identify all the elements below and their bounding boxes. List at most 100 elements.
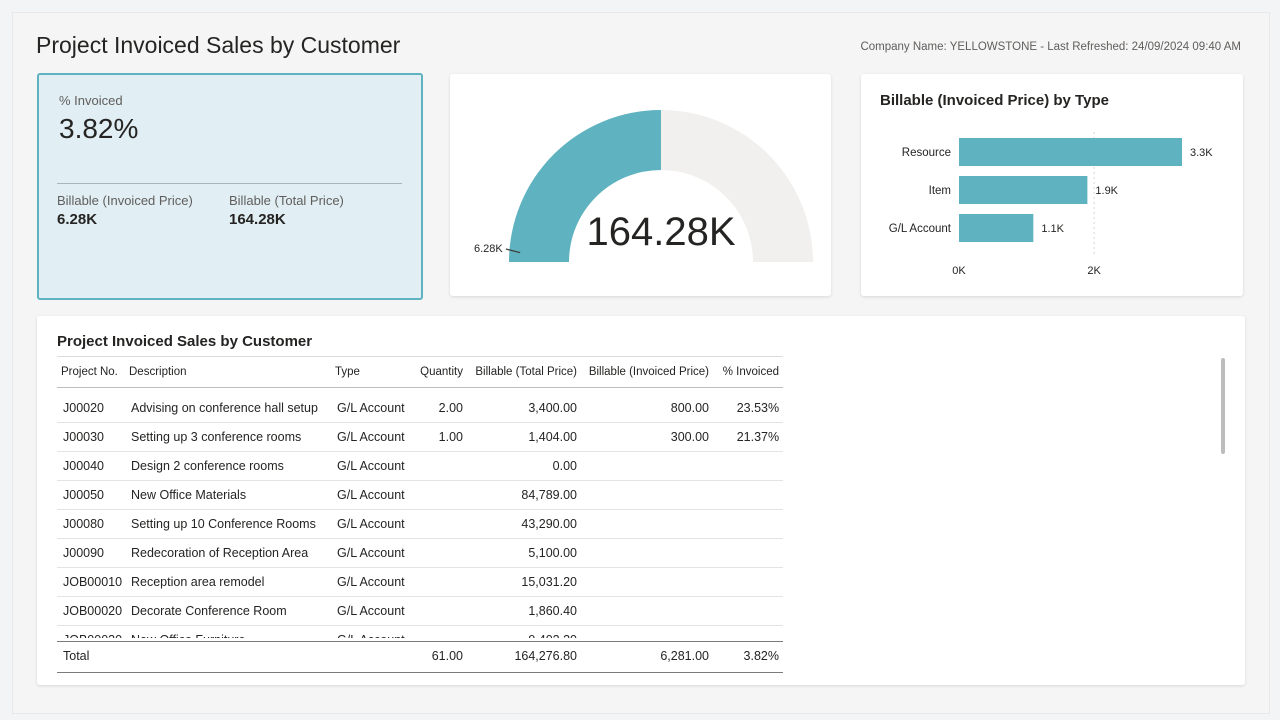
table-cell: 9,402.20 <box>467 625 581 638</box>
table-cell: J00020 <box>57 394 125 423</box>
data-label: 3.3K <box>1190 147 1213 159</box>
bar-item[interactable] <box>959 176 1088 204</box>
table-cell: New Office Materials <box>125 480 331 510</box>
table-row[interactable]: J00040 Design 2 conference rooms G/L Accou… <box>57 451 783 481</box>
sales-table-card[interactable]: Project Invoiced Sales by Customer Proje… <box>37 316 1245 685</box>
page-title: Project Invoiced Sales by Customer <box>36 32 401 58</box>
total-price-label: Billable (Total Price) <box>229 193 344 208</box>
gauge-target-marker <box>505 248 521 254</box>
table-cell: 300.00 <box>581 422 713 452</box>
column-header-quantity[interactable]: Quantity <box>409 356 467 388</box>
column-header-percent-invoiced[interactable]: % Invoiced <box>713 356 783 388</box>
kpi-divider <box>57 183 402 184</box>
x-tick-label: 2K <box>1087 265 1101 277</box>
table-cell: 5,100.00 <box>467 538 581 568</box>
table-cell <box>713 480 783 510</box>
table-cell <box>409 567 467 597</box>
table-cell: 84,789.00 <box>467 480 581 510</box>
table-cell <box>581 538 713 568</box>
table-body-viewport: J00020 Advising on conference hall setup G… <box>57 388 783 638</box>
table-cell: G/L Account <box>331 625 409 638</box>
table-cell: 2.00 <box>409 394 467 423</box>
kpi-value: 3.82% <box>59 113 139 144</box>
company-refresh-info: Company Name: YELLOWSTONE - Last Refresh… <box>860 41 1241 53</box>
table-cell: Design 2 conference rooms <box>125 451 331 481</box>
type-chart-title: Billable (Invoiced Price) by Type <box>880 92 1109 109</box>
category-label: Item <box>929 185 951 197</box>
total-type <box>331 642 409 670</box>
x-tick-label: 0K <box>952 265 966 277</box>
total-total-price: 164,276.80 <box>514 649 577 663</box>
table-cell: Redecoration of Reception Area <box>125 538 331 568</box>
table-cell: G/L Account <box>331 480 409 510</box>
table-cell: G/L Account <box>331 596 409 626</box>
invoiced-price-label: Billable (Invoiced Price) <box>57 193 193 208</box>
table-cell: 3,400.00 <box>467 394 581 423</box>
column-header-total-price[interactable]: Billable (Total Price) <box>467 356 581 388</box>
table-cell: J00030 <box>57 422 125 452</box>
table-vertical-scrollbar[interactable] <box>1221 358 1225 454</box>
bar-g-l-account[interactable] <box>959 214 1034 242</box>
table-cell <box>581 451 713 481</box>
table-cell: G/L Account <box>331 509 409 539</box>
table-row[interactable]: JOB00020 Decorate Conference Room G/L Acco… <box>57 596 783 626</box>
table-cell <box>409 625 467 638</box>
gauge-chart: 6.28K 164.28K <box>474 110 813 262</box>
table-cell <box>713 538 783 568</box>
table-cell <box>409 596 467 626</box>
table-cell: Reception area remodel <box>125 567 331 597</box>
table-cell: Advising on conference hall setup <box>125 394 331 423</box>
report-page: Project Invoiced Sales by Customer Compa… <box>12 12 1270 714</box>
table-cell <box>581 567 713 597</box>
table-row[interactable]: J00080 Setting up 10 Conference Rooms G/L … <box>57 509 783 539</box>
table-cell <box>713 509 783 539</box>
table-cell: J00050 <box>57 480 125 510</box>
table-cell: Setting up 10 Conference Rooms <box>125 509 331 539</box>
gauge-card[interactable]: 6.28K 164.28K <box>450 74 831 296</box>
type-bar-chart-card[interactable]: Billable (Invoiced Price) by Type Resour… <box>861 74 1243 296</box>
table-cell: 1.00 <box>409 422 467 452</box>
table-cell <box>581 596 713 626</box>
table-row[interactable]: J00090 Redecoration of Reception Area G/L … <box>57 538 783 568</box>
column-header-description[interactable]: Description <box>125 356 331 388</box>
table-cell: G/L Account <box>331 422 409 452</box>
table-cell <box>581 625 713 638</box>
table-cell: 0.00 <box>467 451 581 481</box>
table-cell: 23.53% <box>713 394 783 423</box>
column-header-project-no[interactable]: Project No. <box>57 356 125 388</box>
table-cell <box>409 509 467 539</box>
table-cell: 800.00 <box>581 394 713 423</box>
table-total-row: Total 61.00 164,276.80 6,281.00 3.82% <box>57 641 783 673</box>
column-header-type[interactable]: Type <box>331 356 409 388</box>
column-header-invoiced-price[interactable]: Billable (Invoiced Price) <box>581 356 713 388</box>
invoiced-price-value: 6.28K <box>57 211 98 228</box>
table-row[interactable]: J00030 Setting up 3 conference rooms G/L A… <box>57 422 783 452</box>
total-description <box>125 642 331 670</box>
sales-table: Project No. Description Type Quantity Bi… <box>57 356 783 638</box>
table-row[interactable]: JOB00010 Reception area remodel G/L Accoun… <box>57 567 783 597</box>
table-cell: Setting up 3 conference rooms <box>125 422 331 452</box>
total-quantity: 61.00 <box>431 649 463 663</box>
table-cell: Decorate Conference Room <box>125 596 331 626</box>
table-cell: J00080 <box>57 509 125 539</box>
total-price-value: 164.28K <box>229 211 286 228</box>
table-row[interactable]: J00020 Advising on conference hall setup G… <box>57 394 783 423</box>
table-row[interactable]: JOB00030New Office FurnitureG/L Account 9… <box>57 625 783 638</box>
bar-resource[interactable] <box>959 138 1182 166</box>
data-label: 1.9K <box>1095 185 1118 197</box>
table-cell: JOB00030 <box>57 625 125 638</box>
table-cell <box>581 480 713 510</box>
table-cell: G/L Account <box>331 567 409 597</box>
table-title: Project Invoiced Sales by Customer <box>57 333 313 350</box>
data-label: 1.1K <box>1041 223 1064 235</box>
total-label: Total <box>63 649 90 663</box>
table-header-row: Project No. Description Type Quantity Bi… <box>57 356 783 388</box>
table-cell: G/L Account <box>331 538 409 568</box>
table-cell <box>713 625 783 638</box>
table-cell: 43,290.00 <box>467 509 581 539</box>
kpi-card-percent-invoiced[interactable]: % Invoiced 3.82% Billable (Invoiced Pric… <box>37 73 423 300</box>
table-cell <box>409 480 467 510</box>
gauge-fill <box>509 110 661 262</box>
table-cell: 1,404.00 <box>467 422 581 452</box>
table-row[interactable]: J00050 New Office Materials G/L Account 84,… <box>57 480 783 510</box>
